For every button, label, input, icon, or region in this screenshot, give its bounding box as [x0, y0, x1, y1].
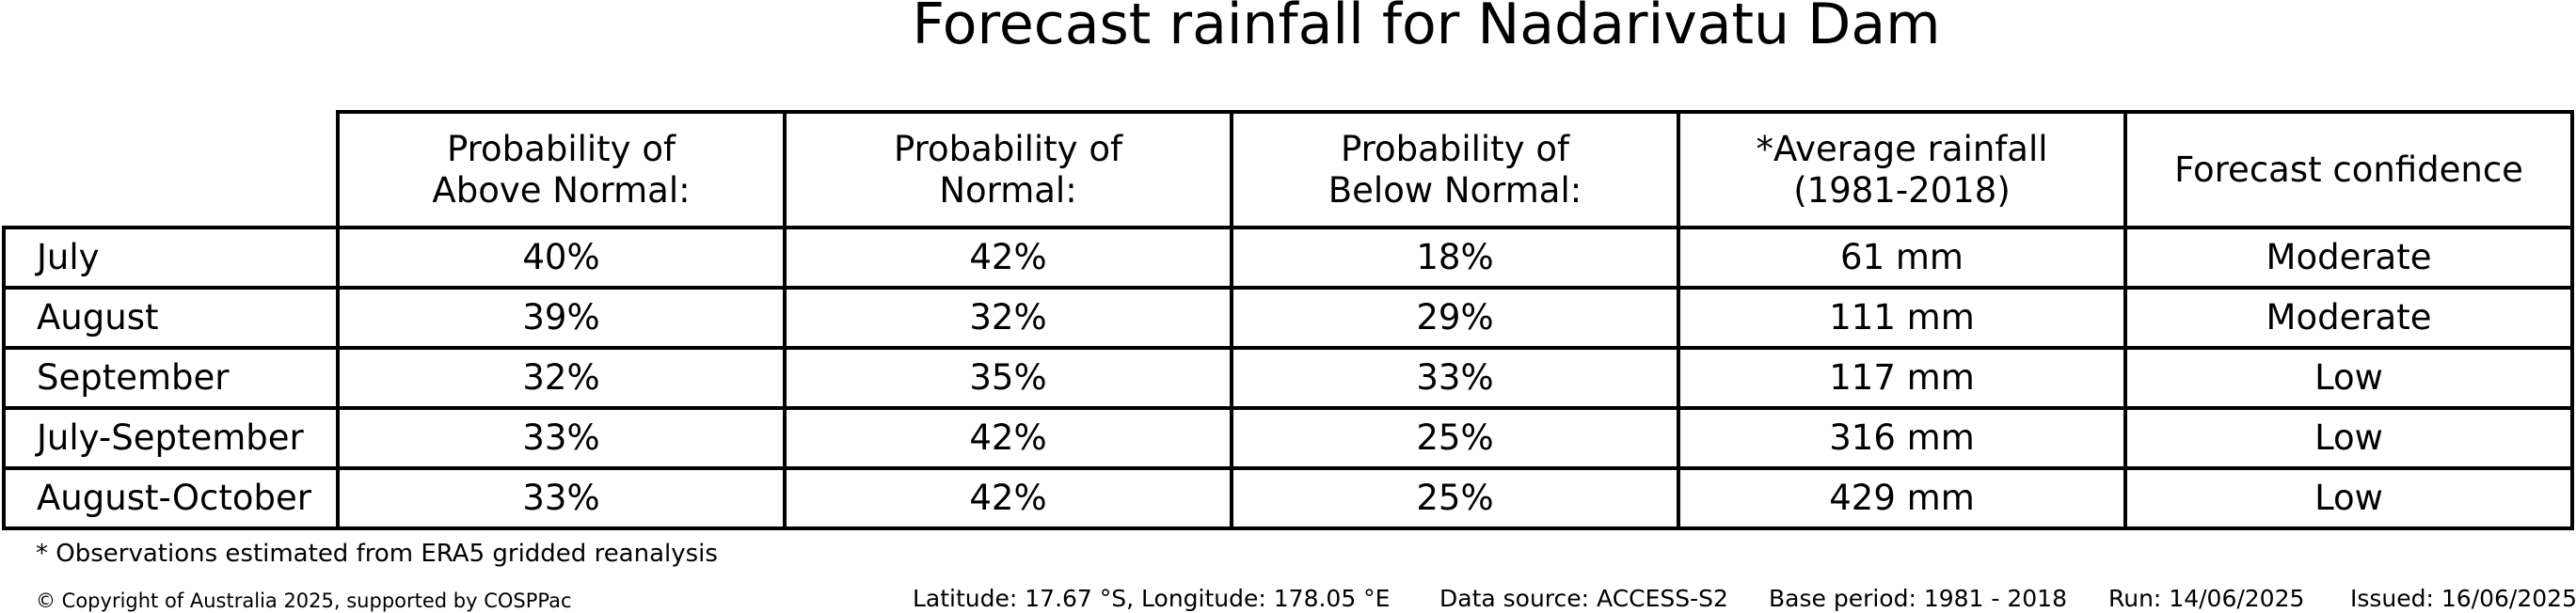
confidence-cell: Low — [2123, 466, 2574, 530]
confidence-cell: Low — [2123, 346, 2574, 410]
header-below-normal: Probability of Below Normal: — [1230, 110, 1680, 229]
header-blank-cell — [4, 112, 340, 229]
below-normal-cell: 25% — [1230, 466, 1680, 530]
above-normal-cell: 33% — [336, 406, 787, 470]
above-normal-cell: 40% — [336, 226, 787, 290]
average-rainfall-cell: 316 mm — [1677, 406, 2127, 470]
above-normal-cell: 39% — [336, 286, 787, 350]
period-cell: September — [2, 346, 340, 410]
header-above-normal: Probability of Above Normal: — [336, 110, 787, 229]
normal-cell: 32% — [783, 286, 1233, 350]
table-header-row: Probability of Above Normal: Probability… — [4, 110, 2574, 229]
period-cell: July-September — [2, 406, 340, 470]
confidence-cell: Moderate — [2123, 226, 2574, 290]
copyright-text: © Copyright of Australia 2025, supported… — [36, 589, 572, 612]
period-cell: August — [2, 286, 340, 350]
average-rainfall-cell: 111 mm — [1677, 286, 2127, 350]
below-normal-cell: 18% — [1230, 226, 1680, 290]
table-row: July-September 33% 42% 25% 316 mm Low — [2, 406, 2574, 470]
table-row: August 39% 32% 29% 111 mm Moderate — [2, 286, 2574, 350]
table-row: August-October 33% 42% 25% 429 mm Low — [2, 466, 2574, 530]
forecast-table: Probability of Above Normal: Probability… — [2, 110, 2574, 530]
average-rainfall-cell: 117 mm — [1677, 346, 2127, 410]
average-rainfall-cell: 61 mm — [1677, 226, 2127, 290]
normal-cell: 42% — [783, 226, 1233, 290]
below-normal-cell: 33% — [1230, 346, 1680, 410]
table-row: July 40% 42% 18% 61 mm Moderate — [2, 226, 2574, 290]
above-normal-cell: 32% — [336, 346, 787, 410]
footnote: * Observations estimated from ERA5 gridd… — [36, 540, 718, 568]
header-average-rainfall: *Average rainfall (1981-2018) — [1677, 110, 2127, 229]
average-rainfall-cell: 429 mm — [1677, 466, 2127, 530]
header-normal: Probability of Normal: — [783, 110, 1233, 229]
normal-cell: 42% — [783, 406, 1233, 470]
normal-cell: 42% — [783, 466, 1233, 530]
above-normal-cell: 33% — [336, 466, 787, 530]
run-date-text: Run: 14/06/2025 — [2108, 585, 2305, 612]
below-normal-cell: 29% — [1230, 286, 1680, 350]
period-cell: August-October — [2, 466, 340, 530]
confidence-cell: Moderate — [2123, 286, 2574, 350]
page-title: Forecast rainfall for Nadarivatu Dam — [912, 0, 1941, 57]
normal-cell: 35% — [783, 346, 1233, 410]
below-normal-cell: 25% — [1230, 406, 1680, 470]
issued-date-text: Issued: 16/06/2025 — [2350, 585, 2576, 612]
table-row: September 32% 35% 33% 117 mm Low — [2, 346, 2574, 410]
period-cell: July — [2, 226, 340, 290]
header-forecast-confidence: Forecast confidence — [2123, 110, 2574, 229]
data-source-text: Data source: ACCESS-S2 — [1439, 585, 1728, 612]
location-text: Latitude: 17.67 °S, Longitude: 178.05 °E — [913, 585, 1391, 612]
base-period-text: Base period: 1981 - 2018 — [1769, 585, 2067, 612]
confidence-cell: Low — [2123, 406, 2574, 470]
